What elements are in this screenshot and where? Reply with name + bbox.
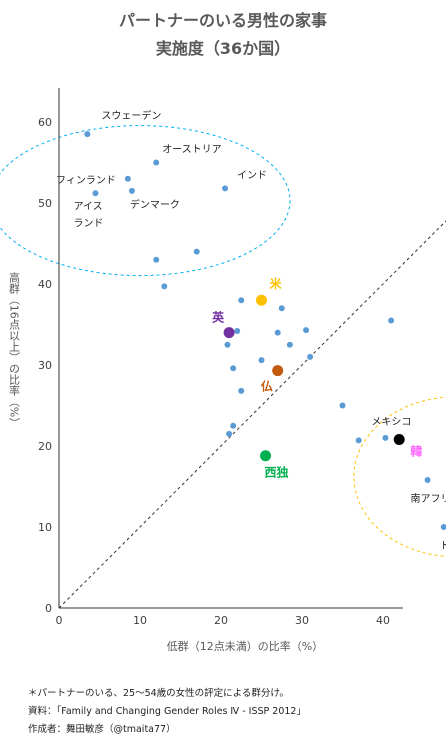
data-point [258,357,265,364]
data-point [339,402,346,409]
y-tick-label: 60 [38,116,52,129]
point-label: ランド [73,217,103,229]
point-label: トルコ [440,541,446,552]
point-label-germany: 西独 [265,465,289,480]
y-tick-label: 0 [45,602,52,615]
point-label: オーストリア [162,144,222,156]
point-label: インド [237,170,267,181]
data-point [382,434,389,441]
point-label-usa: 米 [269,276,282,291]
data-point [124,175,131,182]
x-axis-label: 低群（12点未満）の比率（%） [167,639,323,653]
data-point [355,437,362,444]
data-point [238,387,245,394]
y-tick-label: 10 [38,521,52,534]
x-tick-label: 30 [295,614,309,627]
group-ellipse-top [0,125,291,277]
data-point-korea [393,434,405,446]
x-tick-label: 0 [56,614,63,627]
data-point [303,327,310,334]
point-label: メキシコ [371,417,411,428]
data-point-usa [256,294,267,306]
data-point-france [272,365,284,377]
data-point-germany [260,450,272,462]
footnote-definition: ＊パートナーのいる、25〜54歳の女性の評定による群分け。 [28,688,289,699]
data-point [424,477,431,484]
point-label: アイス [73,201,102,212]
point-label: スウェーデン [101,109,161,122]
data-point [226,430,233,437]
y-tick-label: 20 [38,440,52,453]
data-point [274,329,281,336]
data-point [222,185,229,192]
y-tick-label: 30 [38,359,52,372]
data-point [278,305,285,312]
data-point [307,353,314,360]
data-point [153,256,160,263]
data-point-uk [223,327,235,339]
point-label-france: 仏 [261,380,273,394]
point-label: フィンランド [56,175,116,187]
y-tick-label: 50 [38,197,52,210]
data-point [440,524,446,530]
x-tick-label: 40 [376,614,390,627]
data-point [193,248,200,255]
point-label: 南アフリカ [411,492,446,505]
diagonal-reference-line [58,220,446,609]
x-tick-label: 10 [133,614,147,627]
y-tick-label: 40 [38,278,52,291]
data-point [84,131,91,138]
y-axis-label: 高群（16点以上）の比率（%） [8,270,21,428]
data-point [128,187,135,194]
data-point [230,365,237,372]
point-label-uk: 英 [212,310,225,325]
data-point [388,317,395,324]
data-point [230,422,237,429]
point-label: デンマーク [130,198,180,211]
chart-title-line1: パートナーのいる男性の家事 [119,11,327,30]
data-point [92,190,99,197]
data-point [224,341,231,348]
footnote-author: 作成者：舞田敏彦（@tmaita77） [28,724,176,735]
data-point [161,283,168,290]
footnote-source: 資料：「Family and Changing Gender Roles Ⅳ -… [28,706,306,717]
chart-title-line2: 実施度（36か国） [156,39,290,58]
data-point [286,341,293,348]
data-point [234,327,241,334]
data-point [153,159,160,166]
point-label-korea: 韓 [410,444,422,459]
x-tick-label: 20 [214,614,228,627]
data-point [238,297,245,304]
